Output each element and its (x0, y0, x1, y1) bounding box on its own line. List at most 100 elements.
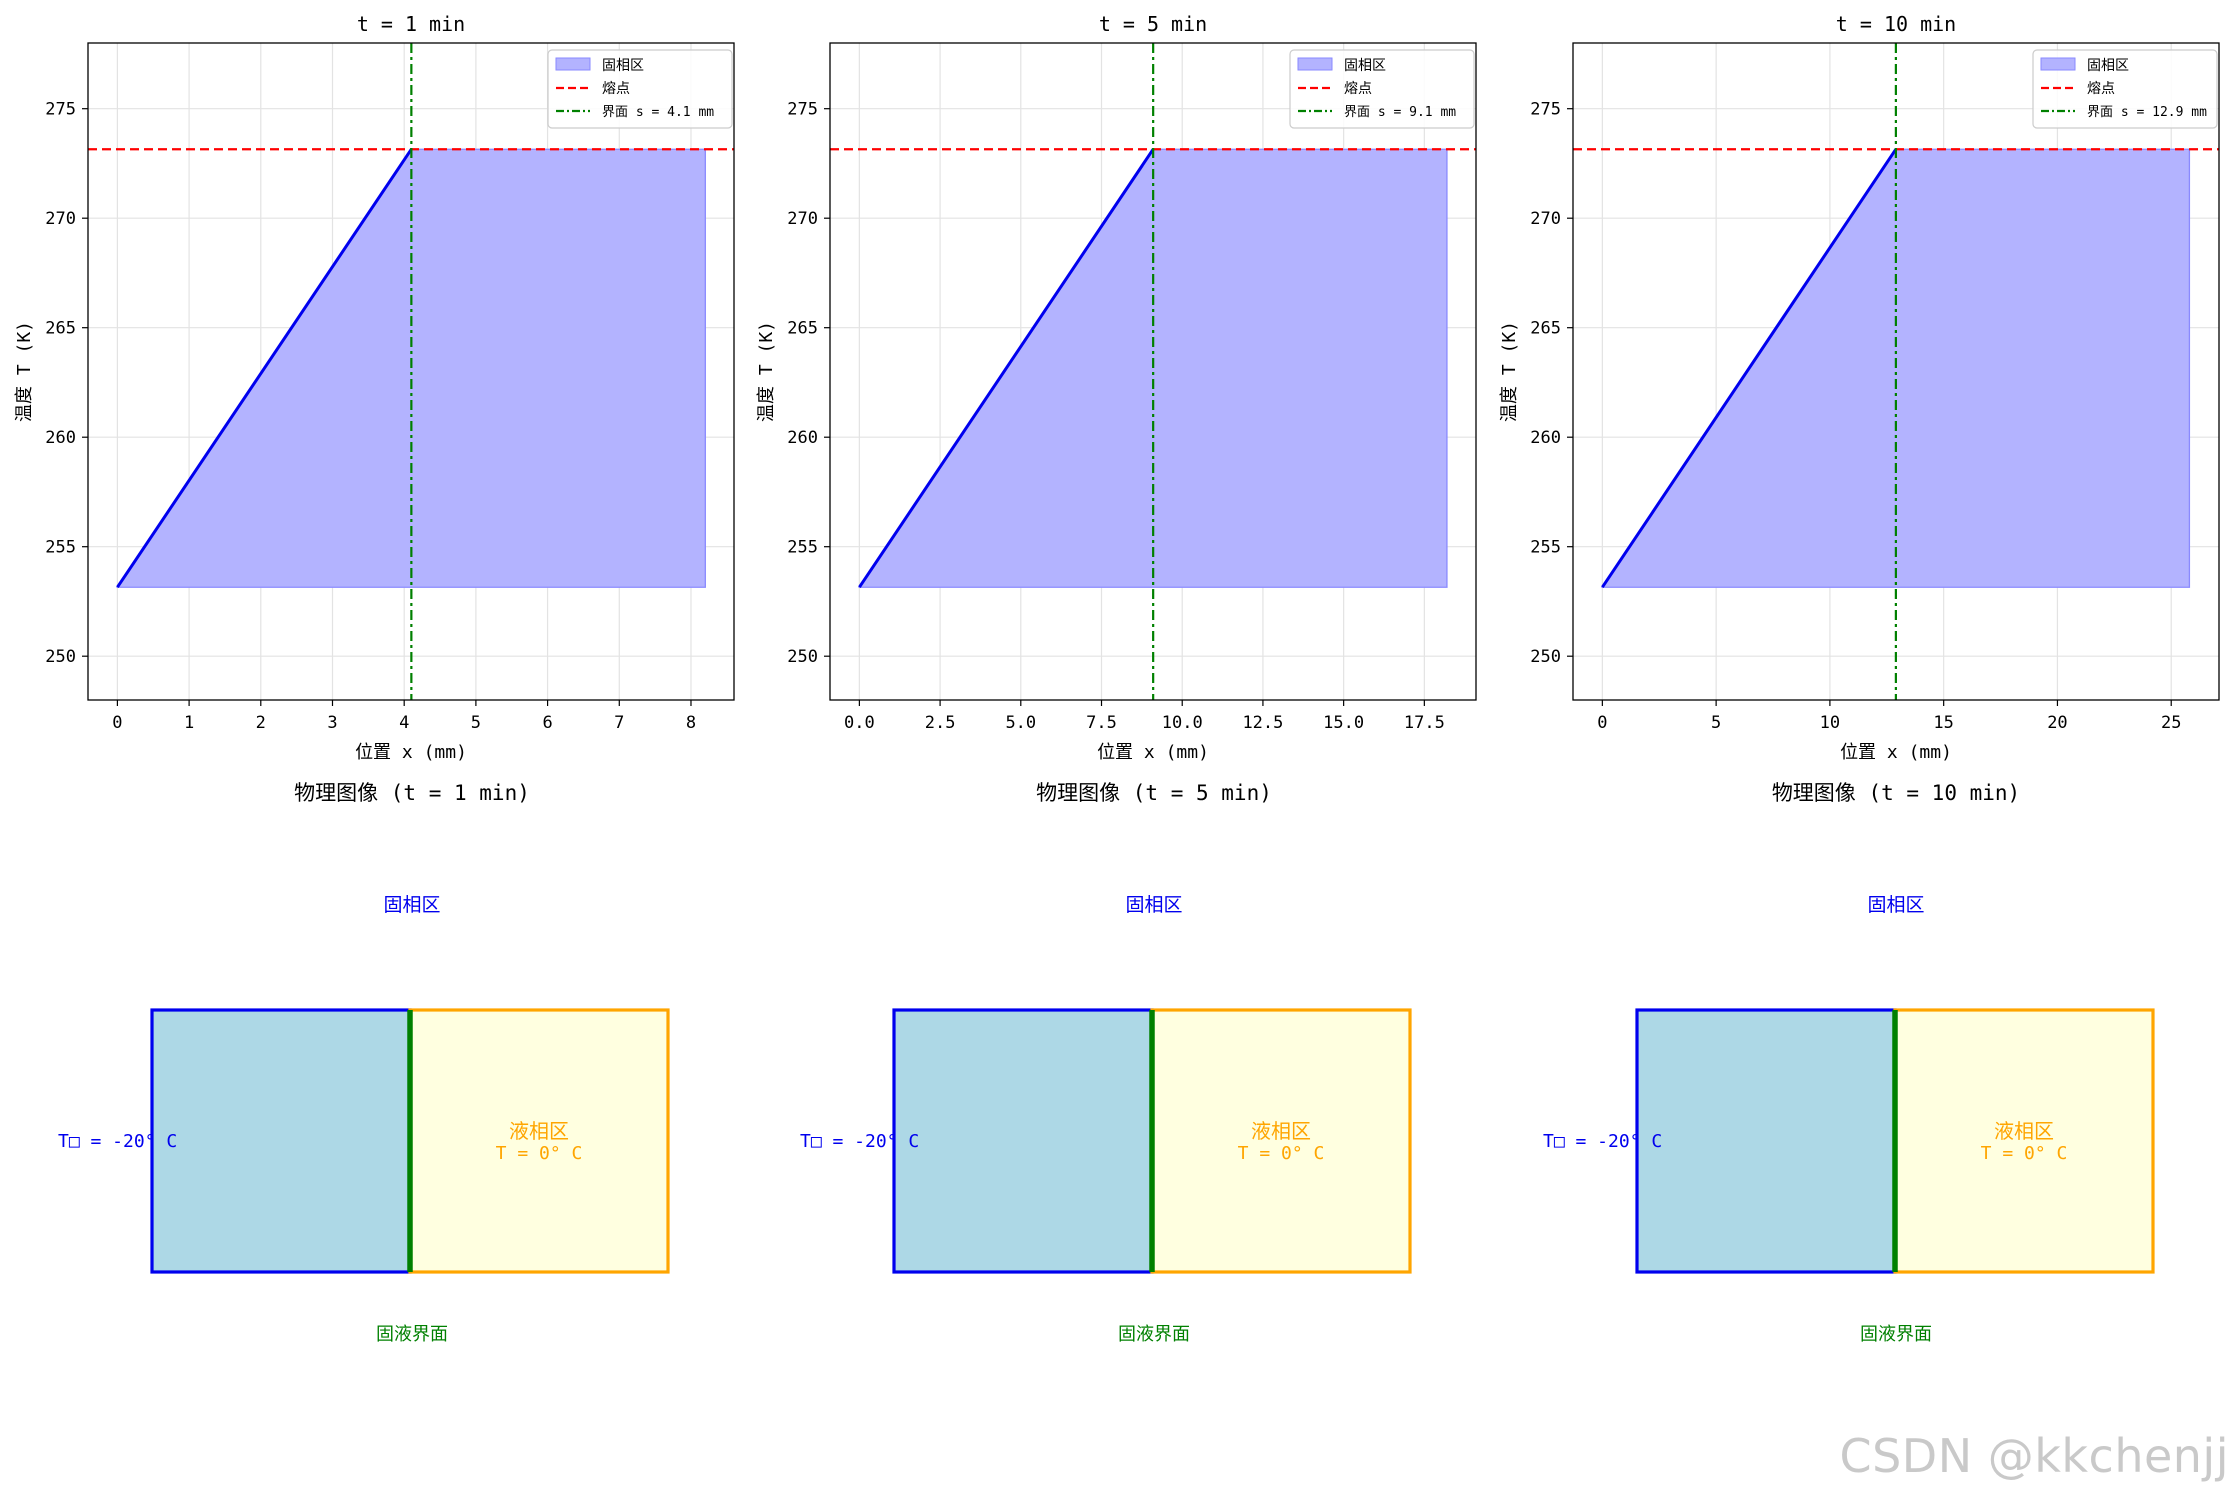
interface-label: 固液界面 (1860, 1324, 1932, 1345)
plot-frame (1572, 42, 2220, 701)
y-tick-label: 275 (45, 100, 76, 120)
x-tick-label: 2.5 (925, 713, 956, 733)
x-tick-label: 3 (327, 713, 337, 733)
solid-temperature-label: T□ = -20° C (1543, 1131, 1662, 1152)
legend-swatch-fill (1297, 57, 1333, 71)
y-tick-label: 260 (1530, 428, 1561, 448)
x-tick-label: 25 (2161, 713, 2181, 733)
diagram-title: 物理图像 (t = 1 min) (294, 781, 530, 805)
x-tick-label: 0 (1597, 713, 1607, 733)
legend-box (547, 49, 733, 129)
liquid-region-label: 液相区 (509, 1119, 569, 1143)
x-tick-label: 10.0 (1162, 713, 1203, 733)
x-tick-label: 20 (2047, 713, 2067, 733)
x-tick-label: 1 (184, 713, 194, 733)
chart-title: t = 1 min (357, 12, 465, 36)
diagram-title: 物理图像 (t = 10 min) (1772, 781, 2020, 805)
solid-region-label: 固相区 (1867, 894, 1924, 916)
y-tick-label: 250 (787, 647, 818, 667)
y-axis-label: 温度 T (K) (1499, 321, 1520, 422)
plot-frame (829, 42, 1477, 701)
legend-label-melt: 熔点 (2087, 81, 2115, 97)
x-tick-label: 2 (256, 713, 266, 733)
y-tick-label: 260 (45, 428, 76, 448)
x-tick-label: 17.5 (1404, 713, 1445, 733)
x-tick-label: 5.0 (1005, 713, 1036, 733)
diagram-title: 物理图像 (t = 5 min) (1036, 781, 1272, 805)
legend-box (1289, 49, 1475, 129)
solid-temperature-label: T□ = -20° C (58, 1131, 177, 1152)
x-tick-label: 6 (542, 713, 552, 733)
liquid-region-label: 液相区 (1251, 1119, 1311, 1143)
legend-label-melt: 熔点 (602, 81, 630, 97)
liquid-region-label: 液相区 (1994, 1119, 2054, 1143)
y-axis-label: 温度 T (K) (756, 321, 777, 422)
y-tick-label: 250 (45, 647, 76, 667)
liquid-region-box (408, 1008, 670, 1274)
chart-panel-3: 0 5 10 15 20 25 250 255 260 265 270 275 t = 10 min 位置… (1499, 12, 2220, 763)
y-tick-label: 255 (45, 538, 76, 558)
y-tick-label: 270 (45, 209, 76, 229)
legend-swatch-fill (2040, 57, 2076, 71)
legend-label-interface: 界面 s = 4.1 mm (602, 105, 714, 120)
x-tick-label: 10 (1820, 713, 1840, 733)
y-axis-label: 温度 T (K) (14, 321, 35, 422)
x-tick-label: 15.0 (1323, 713, 1364, 733)
x-tick-label: 4 (399, 713, 409, 733)
interface-label: 固液界面 (1118, 1324, 1190, 1345)
y-tick-label: 275 (787, 100, 818, 120)
x-tick-label: 0 (112, 713, 122, 733)
solid-temperature-label: T□ = -20° C (800, 1131, 919, 1152)
legend-label-solid: 固相区 (2087, 58, 2129, 74)
legend-swatch-fill (555, 57, 591, 71)
liquid-temperature-label: T = 0° C (1238, 1143, 1325, 1164)
y-tick-label: 265 (45, 319, 76, 339)
y-tick-label: 250 (1530, 647, 1561, 667)
legend-label-melt: 熔点 (1344, 81, 1372, 97)
temperature-line (1601, 148, 1898, 589)
x-tick-label: 8 (686, 713, 696, 733)
x-axis-label: 位置 x (mm) (1840, 742, 1952, 763)
x-tick-label: 12.5 (1242, 713, 1283, 733)
chart-title: t = 5 min (1099, 12, 1207, 36)
temperature-line (858, 148, 1155, 589)
temperature-line (116, 148, 413, 589)
solid-region-label: 固相区 (1125, 894, 1182, 916)
x-tick-label: 5 (471, 713, 481, 733)
y-tick-label: 255 (1530, 538, 1561, 558)
y-tick-label: 265 (1530, 319, 1561, 339)
solid-region-label: 固相区 (383, 894, 440, 916)
y-tick-label: 265 (787, 319, 818, 339)
solid-region-box (1635, 1008, 1897, 1274)
y-tick-label: 275 (1530, 100, 1561, 120)
x-tick-label: 7 (614, 713, 624, 733)
chart-panel-2: 0.0 2.5 5.0 7.5 10.0 12.5 15.0 17.5 250 255 260 265… (756, 12, 1477, 763)
legend-label-interface: 界面 s = 9.1 mm (1344, 105, 1456, 120)
x-tick-label: 15 (1933, 713, 1953, 733)
solid-region-box (892, 1008, 1154, 1274)
y-tick-label: 255 (787, 538, 818, 558)
chart-title: t = 10 min (1836, 12, 1956, 36)
chart-panel-1: 0 1 2 3 4 5 6 7 8 250 255 260 265 270 275 t = 1 min 位置 x… (14, 12, 735, 763)
legend-box (2032, 49, 2218, 129)
legend-label-solid: 固相区 (1344, 58, 1386, 74)
x-axis-label: 位置 x (mm) (1097, 742, 1209, 763)
interface-label: 固液界面 (376, 1324, 448, 1345)
y-tick-label: 270 (1530, 209, 1561, 229)
liquid-region-box (1893, 1008, 2155, 1274)
plot-frame (87, 42, 735, 701)
x-tick-label: 0.0 (844, 713, 875, 733)
x-tick-label: 5 (1711, 713, 1721, 733)
y-tick-label: 270 (787, 209, 818, 229)
legend-label-solid: 固相区 (602, 58, 644, 74)
legend-label-interface: 界面 s = 12.9 mm (2087, 105, 2207, 120)
x-axis-label: 位置 x (mm) (355, 742, 467, 763)
y-tick-label: 260 (787, 428, 818, 448)
liquid-temperature-label: T = 0° C (1981, 1143, 2068, 1164)
watermark: CSDN @kkchenjj (1839, 1429, 2229, 1483)
x-tick-label: 7.5 (1086, 713, 1117, 733)
